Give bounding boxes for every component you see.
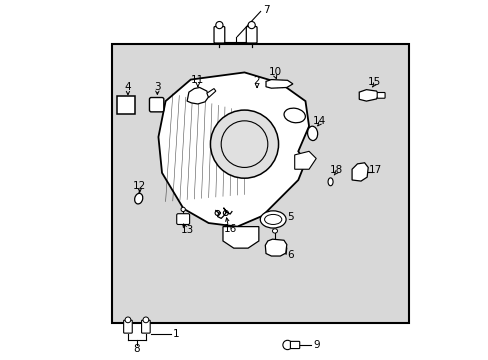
Polygon shape xyxy=(265,239,286,256)
Text: 4: 4 xyxy=(124,82,131,93)
Circle shape xyxy=(282,340,292,350)
Text: 1: 1 xyxy=(173,329,179,339)
Text: 3: 3 xyxy=(154,82,161,92)
Text: 16: 16 xyxy=(224,225,237,234)
Text: 9: 9 xyxy=(312,340,319,350)
Circle shape xyxy=(247,22,255,29)
Text: 11: 11 xyxy=(191,75,204,85)
Polygon shape xyxy=(223,226,258,248)
Polygon shape xyxy=(265,80,292,88)
Text: 5: 5 xyxy=(286,212,293,222)
FancyBboxPatch shape xyxy=(214,27,224,43)
Text: 18: 18 xyxy=(328,165,342,175)
Text: 8: 8 xyxy=(133,344,140,354)
Polygon shape xyxy=(187,87,208,104)
Ellipse shape xyxy=(260,211,285,228)
Ellipse shape xyxy=(272,229,277,233)
Text: 15: 15 xyxy=(367,77,380,87)
Text: 13: 13 xyxy=(180,225,193,235)
Ellipse shape xyxy=(327,178,332,186)
Text: 14: 14 xyxy=(312,116,326,126)
Text: 6: 6 xyxy=(286,250,293,260)
Ellipse shape xyxy=(134,193,142,204)
Circle shape xyxy=(215,22,223,29)
FancyBboxPatch shape xyxy=(117,96,135,114)
FancyBboxPatch shape xyxy=(290,341,299,348)
Text: 10: 10 xyxy=(268,67,281,77)
Polygon shape xyxy=(158,72,308,226)
Text: 17: 17 xyxy=(368,165,381,175)
Polygon shape xyxy=(206,89,215,98)
Text: 2: 2 xyxy=(253,76,260,86)
FancyBboxPatch shape xyxy=(142,320,150,333)
Ellipse shape xyxy=(307,126,317,140)
Circle shape xyxy=(125,317,131,323)
FancyBboxPatch shape xyxy=(376,93,384,98)
Circle shape xyxy=(210,110,278,178)
Ellipse shape xyxy=(284,108,305,123)
Text: 7: 7 xyxy=(262,5,269,15)
Circle shape xyxy=(181,207,185,212)
FancyBboxPatch shape xyxy=(123,320,132,333)
Bar xyxy=(112,44,408,323)
Circle shape xyxy=(142,317,148,323)
FancyBboxPatch shape xyxy=(246,27,257,43)
Polygon shape xyxy=(359,90,378,101)
FancyBboxPatch shape xyxy=(176,214,189,225)
Text: 12: 12 xyxy=(133,181,146,192)
Polygon shape xyxy=(351,163,367,181)
FancyBboxPatch shape xyxy=(149,98,163,112)
Polygon shape xyxy=(294,151,316,169)
